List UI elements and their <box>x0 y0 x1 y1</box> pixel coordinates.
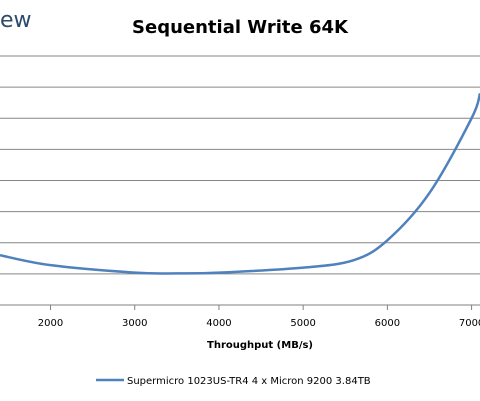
series-line <box>0 92 480 275</box>
legend: Supermicro 1023US-TR4 4 x Micron 9200 3.… <box>96 376 371 387</box>
x-tick-label: 6000 <box>375 318 400 329</box>
x-tick-label: 4000 <box>206 318 231 329</box>
x-tick-label: 5000 <box>290 318 315 329</box>
x-tick-label: 3000 <box>122 318 147 329</box>
x-tick-label: 7000 <box>459 318 480 329</box>
legend-label: Supermicro 1023US-TR4 4 x Micron 9200 3.… <box>127 376 371 387</box>
watermark-text: ew <box>0 8 32 33</box>
x-axis-label: Throughput (MB/s) <box>207 340 313 351</box>
x-axis <box>50 305 473 310</box>
grid-lines <box>0 55 480 306</box>
x-tick-label: 2000 <box>38 318 63 329</box>
chart-title: Sequential Write 64K <box>132 17 349 38</box>
x-tick-labels: 2000 3000 4000 5000 6000 7000 <box>38 318 480 329</box>
